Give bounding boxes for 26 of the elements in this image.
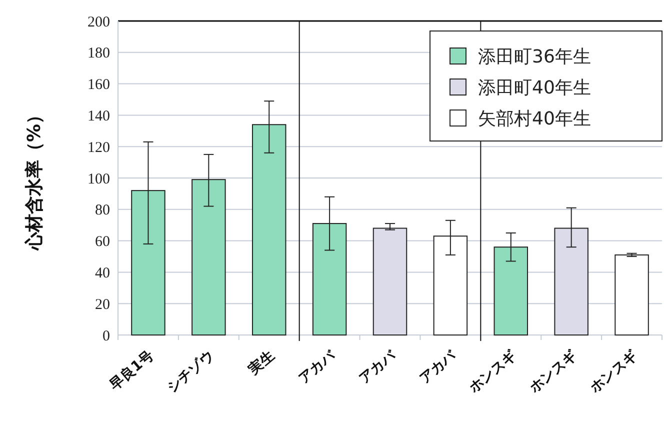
x-tick-label: アカバ	[296, 347, 339, 388]
legend-label: 矢部村40年生	[478, 108, 591, 130]
x-tick-label: アカバ	[356, 347, 400, 388]
y-tick-label: 120	[88, 140, 110, 156]
y-tick-label: 160	[88, 77, 110, 94]
x-tick-label: ホンスギ	[526, 347, 581, 397]
y-tick-label: 180	[88, 46, 110, 62]
y-tick-label: 60	[95, 234, 110, 250]
x-tick-label: アカバ	[416, 347, 460, 388]
x-tick-label: ホンスギ	[586, 347, 642, 397]
y-tick-label: 0	[102, 328, 110, 344]
bar	[614, 254, 649, 336]
legend-label: 添田町36年生	[478, 46, 591, 68]
bar	[372, 228, 408, 336]
x-tick-label: 実生	[245, 347, 278, 378]
y-tick-label: 140	[88, 108, 110, 124]
x-tick-label: 早良1号	[105, 347, 157, 394]
y-tick-label: 40	[95, 265, 110, 282]
y-tick-label: 100	[88, 171, 110, 188]
y-tick-label: 20	[95, 296, 110, 313]
x-tick-label: シチゾウ	[164, 348, 218, 396]
y-tick-label: 80	[95, 202, 110, 219]
y-tick-label: 200	[88, 14, 110, 30]
x-tick-label: ホンスギ	[466, 347, 520, 397]
y-axis-title: 心材含水率（%）	[24, 106, 45, 252]
legend-label: 添田町40年生	[478, 77, 591, 98]
